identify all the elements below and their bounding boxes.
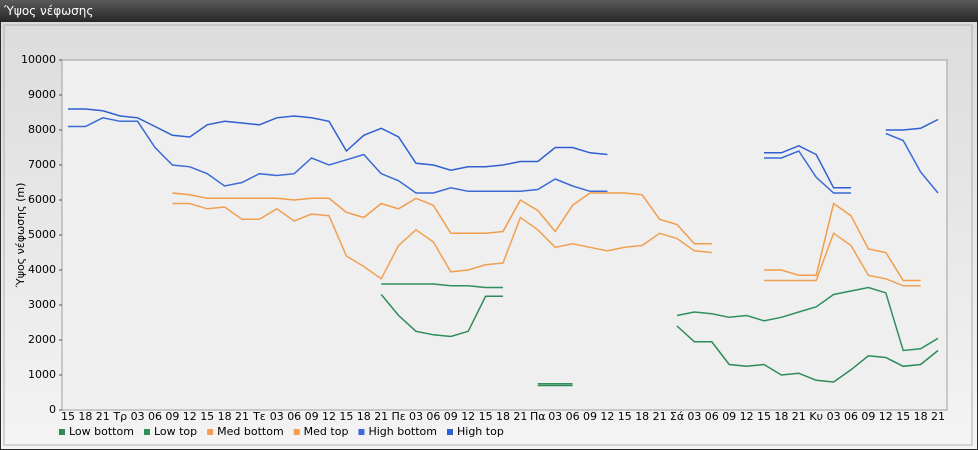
x-tick-label: 06: [426, 410, 440, 423]
legend-label: High bottom: [368, 425, 437, 438]
x-tick-label: 09: [165, 410, 179, 423]
series-line: [380, 294, 939, 387]
x-tick-label: 12: [600, 410, 614, 423]
x-tick-label: 12: [740, 410, 754, 423]
y-tick-label: 3000: [28, 298, 56, 311]
x-tick-label: 18: [496, 410, 510, 423]
x-tick-label: 03: [687, 410, 701, 423]
series-line: [381, 283, 939, 385]
x-tick-label: 21: [96, 410, 110, 423]
legend-label: Med bottom: [217, 425, 284, 438]
y-tick-label: 4000: [28, 263, 56, 276]
y-tick-label: 2000: [28, 333, 56, 346]
x-tick-label: 06: [287, 410, 301, 423]
x-tick-label: 21: [374, 410, 388, 423]
x-tick-label: Τρ: [112, 410, 127, 423]
x-tick-label: Πα: [530, 410, 546, 423]
legend-label: Med top: [304, 425, 349, 438]
legend-swatch: [143, 429, 150, 435]
plot-area: [61, 59, 948, 411]
x-tick-label: 18: [914, 410, 928, 423]
series-line: [172, 202, 921, 287]
x-tick-label: Σά: [670, 410, 684, 423]
y-axis-label: Ύψος νέφωσης (m): [14, 183, 27, 289]
legend-swatch: [358, 429, 365, 435]
x-tick-label: Πε: [391, 410, 405, 423]
series-line: [172, 192, 921, 282]
x-tick-label: 09: [305, 410, 319, 423]
x-tick-label: 21: [235, 410, 249, 423]
y-tick-label: 7000: [28, 158, 56, 171]
y-tick-label: 5000: [28, 228, 56, 241]
x-tick-label: 06: [844, 410, 858, 423]
legend-label: High top: [457, 425, 504, 438]
x-tick-label: 03: [131, 410, 145, 423]
y-tick-label: 9000: [28, 88, 56, 101]
series-line: [68, 108, 939, 189]
x-tick-label: 09: [583, 410, 597, 423]
legend-swatch: [207, 429, 214, 435]
x-tick-label: 21: [931, 410, 945, 423]
x-tick-label: 15: [200, 410, 214, 423]
x-tick-label: 15: [339, 410, 353, 423]
legend-swatch: [293, 429, 300, 435]
y-tick-label: 6000: [28, 193, 56, 206]
x-tick-label: 15: [896, 410, 910, 423]
series-line: [68, 117, 939, 194]
x-tick-label: 18: [78, 410, 92, 423]
window-title: Ύψος νέφωσης: [0, 0, 978, 22]
x-tick-label: 21: [653, 410, 667, 423]
legend-swatch: [447, 429, 453, 435]
x-tick-label: 12: [322, 410, 336, 423]
x-tick-label: 15: [61, 410, 75, 423]
x-tick-label: 03: [548, 410, 562, 423]
x-tick-label: 18: [635, 410, 649, 423]
x-tick-label: 18: [218, 410, 232, 423]
y-tick-label: 0: [49, 403, 56, 416]
x-tick-label: 15: [757, 410, 771, 423]
x-tick-label: 15: [479, 410, 493, 423]
x-tick-label: 09: [861, 410, 875, 423]
legend-label: Low top: [154, 425, 197, 438]
x-tick-label: Κυ: [809, 410, 823, 423]
panel-border: [3, 24, 973, 446]
x-tick-label: 03: [409, 410, 423, 423]
legend-swatch: [59, 429, 65, 435]
x-tick-label: 09: [444, 410, 458, 423]
y-tick-label: 10000: [21, 53, 56, 66]
x-tick-label: 03: [270, 410, 284, 423]
x-tick-label: 21: [792, 410, 806, 423]
y-tick-label: 8000: [28, 123, 56, 136]
x-tick-label: Τε: [252, 410, 266, 423]
legend-label: Low bottom: [69, 425, 134, 438]
x-tick-label: 12: [461, 410, 475, 423]
x-tick-label: 18: [774, 410, 788, 423]
x-tick-label: 06: [148, 410, 162, 423]
x-tick-label: 21: [513, 410, 527, 423]
chart: Ύψος νέφωσης (m) 0 1000 2000 3000 4000 5000 60…: [3, 24, 973, 446]
x-tick-label: 06: [566, 410, 580, 423]
y-tick-label: 1000: [28, 368, 56, 381]
x-tick-label: 18: [357, 410, 371, 423]
x-tick-label: 12: [183, 410, 197, 423]
x-tick-label: 15: [618, 410, 632, 423]
x-tick-label: 06: [705, 410, 719, 423]
x-tick-label: 03: [827, 410, 841, 423]
chart-panel: Ύψος νέφωσης (m) 0 1000 2000 3000 4000 5000 60…: [1, 22, 977, 449]
x-tick-label: 12: [879, 410, 893, 423]
x-tick-label: 09: [722, 410, 736, 423]
